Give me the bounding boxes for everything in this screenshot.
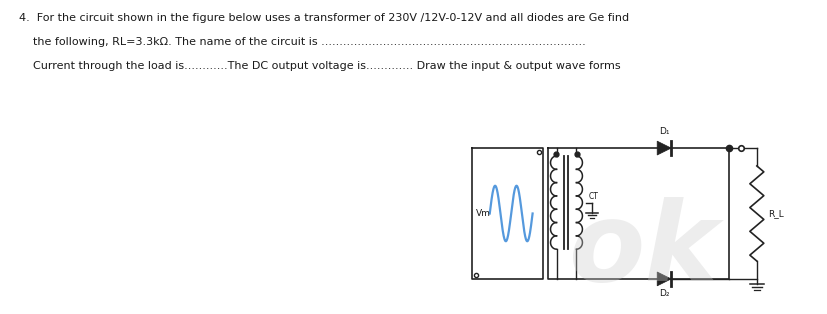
Text: 4.  For the circuit shown in the figure below uses a transformer of 230V /12V-0-: 4. For the circuit shown in the figure b…: [19, 13, 629, 23]
Text: D₁: D₁: [658, 127, 668, 136]
Polygon shape: [657, 141, 671, 155]
Polygon shape: [657, 272, 671, 286]
Text: D₂: D₂: [658, 289, 668, 298]
Text: ok: ok: [568, 197, 719, 304]
Text: R_L: R_L: [767, 209, 782, 218]
Text: CT: CT: [588, 192, 598, 201]
Text: Vm: Vm: [476, 209, 490, 218]
Text: the following, RL=3.3kΩ. The name of the circuit is ............................: the following, RL=3.3kΩ. The name of the…: [19, 37, 586, 47]
Text: Current through the load is............The DC output voltage is............. Dra: Current through the load is............T…: [19, 61, 620, 71]
